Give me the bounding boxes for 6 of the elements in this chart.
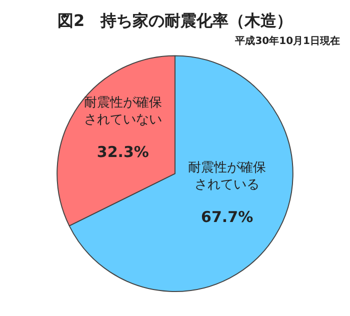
slice-label: 耐震性が確保されている: [188, 160, 266, 192]
chart-subtitle: 平成30年10月1日現在: [234, 34, 340, 47]
chart-title: 図2 持ち家の耐震化率（木造）: [57, 10, 293, 30]
data-label: 32.3%: [96, 143, 149, 162]
slice-label: 耐震性が確保されていない: [84, 96, 162, 128]
data-label: 67.7%: [201, 208, 254, 226]
